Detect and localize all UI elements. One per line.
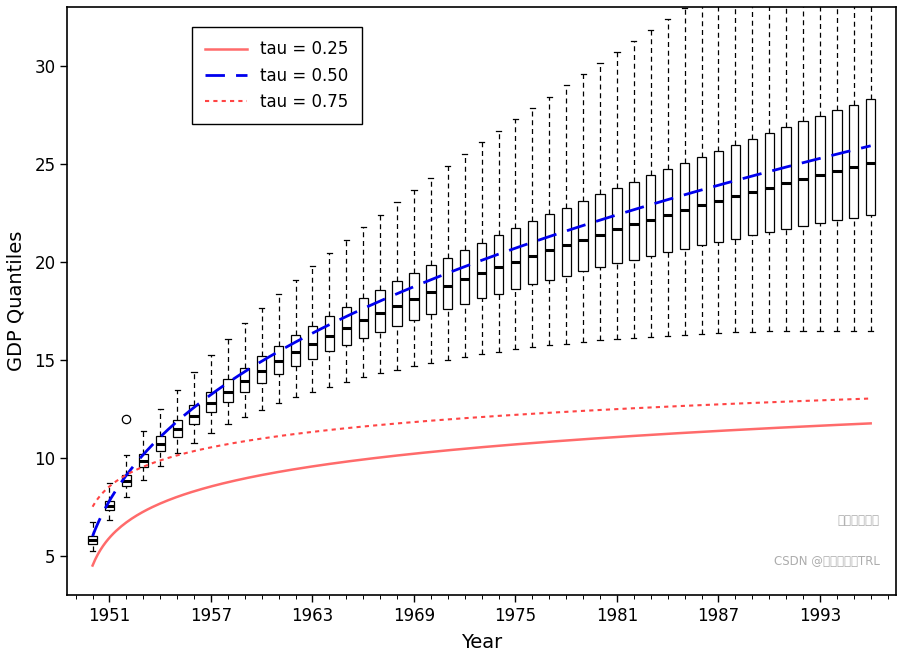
Bar	[561, 208, 570, 275]
tau = 0.50	[87, 532, 98, 540]
Bar	[815, 116, 824, 223]
Bar	[189, 405, 198, 424]
Bar	[87, 536, 97, 544]
Bar	[139, 454, 148, 467]
Y-axis label: GDP Quantiles: GDP Quantiles	[7, 231, 26, 371]
Bar	[341, 307, 351, 345]
Bar	[764, 133, 773, 232]
Line: tau = 0.75: tau = 0.75	[93, 399, 870, 507]
Bar	[848, 105, 858, 217]
Bar	[493, 235, 502, 294]
Bar	[780, 127, 790, 229]
Bar	[443, 258, 452, 308]
Bar	[696, 157, 705, 245]
Bar	[527, 221, 537, 284]
Bar	[273, 346, 283, 374]
tau = 0.75	[550, 409, 561, 416]
Bar	[358, 299, 367, 338]
Bar	[544, 214, 553, 280]
Bar	[375, 290, 384, 331]
tau = 0.25	[792, 423, 803, 431]
tau = 0.75	[89, 498, 100, 506]
Bar	[679, 163, 688, 248]
Bar	[392, 281, 401, 326]
tau = 0.25	[548, 438, 558, 445]
tau = 0.50	[89, 526, 100, 534]
Line: tau = 0.25: tau = 0.25	[93, 423, 870, 565]
Bar	[797, 121, 806, 226]
Bar	[290, 335, 299, 366]
tau = 0.25	[563, 436, 574, 444]
Text: CSDN @拓端研究室TRL: CSDN @拓端研究室TRL	[773, 556, 879, 569]
tau = 0.25	[864, 419, 875, 427]
Bar	[172, 420, 181, 437]
tau = 0.25	[550, 438, 561, 445]
Bar	[257, 357, 266, 383]
Bar	[325, 316, 334, 351]
Bar	[730, 145, 740, 239]
Bar	[459, 250, 469, 304]
tau = 0.25	[87, 561, 98, 569]
Bar	[713, 151, 723, 242]
Text: 拓端数据部落: 拓端数据部落	[836, 514, 879, 527]
tau = 0.50	[548, 231, 558, 239]
Bar	[223, 380, 233, 402]
Bar	[155, 436, 165, 451]
Bar	[594, 194, 604, 268]
tau = 0.75	[864, 395, 875, 403]
tau = 0.50	[792, 160, 803, 168]
tau = 0.75	[548, 409, 558, 416]
tau = 0.25	[89, 556, 100, 563]
tau = 0.75	[792, 397, 803, 405]
tau = 0.50	[742, 173, 753, 181]
Bar	[122, 475, 131, 486]
Bar	[105, 501, 114, 510]
Bar	[578, 201, 587, 272]
Bar	[612, 188, 621, 264]
tau = 0.75	[563, 408, 574, 416]
tau = 0.75	[87, 503, 98, 511]
X-axis label: Year: Year	[461, 633, 502, 652]
tau = 0.50	[864, 142, 875, 150]
tau = 0.50	[550, 231, 561, 239]
Bar	[629, 181, 638, 260]
Legend: tau = 0.25, tau = 0.50, tau = 0.75: tau = 0.25, tau = 0.50, tau = 0.75	[191, 27, 361, 125]
tau = 0.75	[742, 399, 753, 407]
Bar	[426, 266, 435, 314]
Bar	[747, 139, 756, 235]
Bar	[646, 175, 655, 256]
tau = 0.25	[742, 425, 753, 433]
Bar	[476, 243, 486, 299]
Bar	[832, 110, 841, 220]
Bar	[207, 392, 216, 413]
Bar	[308, 326, 317, 358]
Bar	[511, 229, 520, 289]
Bar	[409, 273, 419, 320]
Bar	[240, 368, 249, 392]
Bar	[865, 99, 874, 215]
Line: tau = 0.50: tau = 0.50	[93, 146, 870, 536]
Bar	[662, 169, 672, 252]
tau = 0.50	[563, 226, 574, 234]
